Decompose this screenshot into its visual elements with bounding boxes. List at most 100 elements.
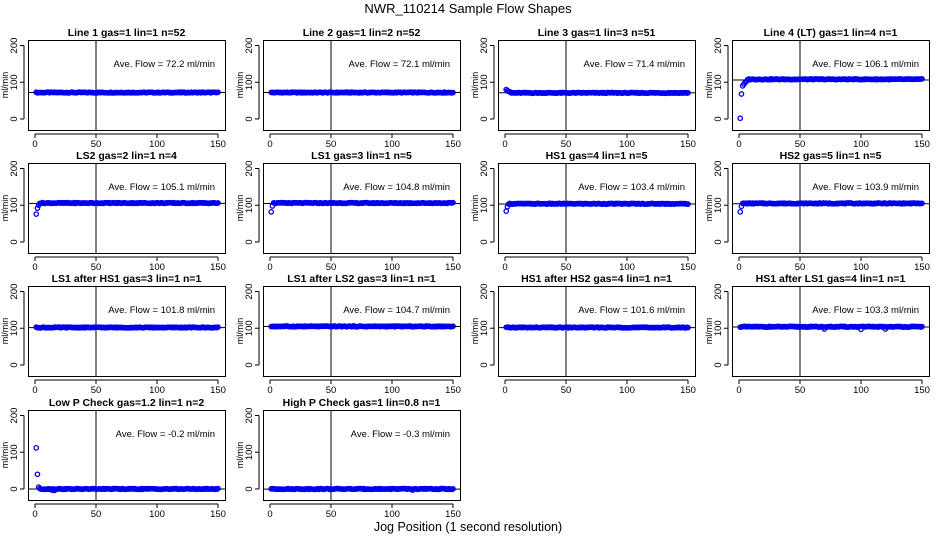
chart-9-y-tick-label: 200: [244, 284, 255, 300]
figure-title: NWR_110214 Sample Flow Shapes: [364, 1, 572, 16]
chart-13-x-tick-label: 0: [267, 509, 272, 520]
chart-3-x-tick-label: 100: [853, 139, 869, 150]
chart-8-plot-frame: [28, 286, 226, 377]
chart-0-plot-frame: [28, 40, 226, 131]
chart-5-x-tick-label: 100: [384, 262, 400, 273]
chart-7-point: [737, 209, 744, 215]
chart-8-x-tick-label: 50: [91, 385, 102, 396]
chart-2-y-tick-label: 200: [479, 38, 490, 54]
chart-2-y-tick-label: 0: [479, 116, 490, 121]
chart-8-title: LS1 after HS1 gas=3 lin=1 n=1: [52, 273, 202, 285]
chart-2-title: Line 3 gas=1 lin=3 n=51: [538, 27, 656, 39]
chart-1-x-tick-label: 0: [267, 139, 272, 150]
chart-4-point: [34, 205, 41, 212]
chart-5-ylabel: ml/min: [235, 195, 245, 222]
chart-13-y-tick-label: 100: [244, 444, 255, 460]
chart-6-point: [685, 201, 691, 207]
chart-8-series-0: [33, 324, 221, 331]
chart-2-annotation: Ave. Flow = 71.4 ml/min: [584, 59, 685, 70]
chart-6-point: [503, 208, 510, 214]
chart-5: LS1 gas=3 lin=1 n=5 0 50 100 150 0 100 200 ml/mi…: [235, 150, 461, 273]
chart-2-series-0: [503, 86, 691, 97]
chart-2-y-tick-label: 100: [479, 74, 490, 90]
chart-12-series-0: [33, 444, 221, 494]
chart-6-x-tick-label: 50: [561, 262, 572, 273]
chart-12-x-tick-label: 0: [32, 509, 37, 520]
chart-11-y-tick-label: 200: [713, 284, 724, 300]
chart-0-x-tick-label: 0: [32, 139, 37, 150]
chart-5-y-tick-label: 0: [244, 239, 255, 244]
chart-9-series-0: [268, 323, 456, 330]
chart-13-x-tick-label: 150: [445, 509, 461, 520]
chart-13-title: High P Check gas=1 lin=0.8 n=1: [283, 397, 441, 409]
chart-6-plot-frame: [498, 163, 696, 254]
chart-9-title: LS1 after LS2 gas=3 lin=1 n=1: [287, 273, 436, 285]
chart-13-plot-frame: [263, 410, 461, 501]
chart-4-x-tick-label: 150: [210, 262, 226, 273]
chart-6-y-tick-label: 0: [479, 239, 490, 244]
chart-8-x-tick-label: 0: [32, 385, 37, 396]
chart-10-x-tick-label: 150: [680, 385, 696, 396]
chart-3-annotation: Ave. Flow = 106.1 ml/min: [812, 59, 919, 70]
chart-8-y-tick-label: 200: [9, 284, 20, 300]
chart-10-x-tick-label: 50: [561, 385, 572, 396]
chart-3-y-tick-label: 200: [713, 38, 724, 54]
chart-10-y-tick-label: 100: [479, 320, 490, 336]
chart-2-point: [685, 90, 691, 96]
chart-5-y-tick-label: 200: [244, 161, 255, 177]
chart-1-y-tick-label: 100: [244, 74, 255, 90]
chart-1-y-tick-label: 0: [244, 116, 255, 121]
chart-12-point: [33, 444, 40, 451]
chart-5-x-tick-label: 50: [326, 262, 337, 273]
chart-13-y-tick-label: 200: [244, 408, 255, 424]
chart-4-x-tick-label: 100: [149, 262, 165, 273]
chart-9-ylabel: ml/min: [235, 318, 245, 345]
chart-12: Low P Check gas=1.2 lin=1 n=2 0 50 100 150 0 1…: [0, 397, 226, 520]
chart-5-annotation: Ave. Flow = 104.8 ml/min: [343, 182, 450, 193]
chart-3-x-tick-label: 50: [795, 139, 806, 150]
chart-4-y-tick-label: 200: [9, 161, 20, 177]
chart-7-title: HS2 gas=5 lin=1 n=5: [780, 150, 882, 162]
chart-9-point: [450, 323, 456, 330]
chart-10-title: HS1 after HS2 gas=4 lin=1 n=1: [521, 273, 672, 285]
chart-10: HS1 after HS2 gas=4 lin=1 n=1 0 50 100 150 0 1…: [470, 273, 696, 396]
chart-6-y-tick-label: 100: [479, 197, 490, 213]
chart-9-x-tick-label: 50: [326, 385, 337, 396]
chart-13-x-tick-label: 100: [384, 509, 400, 520]
chart-2-x-tick-label: 100: [619, 139, 635, 150]
chart-7-x-tick-label: 100: [853, 262, 869, 273]
chart-7-x-tick-label: 50: [795, 262, 806, 273]
chart-2-x-tick-label: 50: [561, 139, 572, 150]
chart-3-series-0: [737, 76, 925, 122]
chart-0-y-tick-label: 100: [9, 74, 20, 90]
chart-3-y-tick-label: 100: [713, 74, 724, 90]
chart-13: High P Check gas=1 lin=0.8 n=1 0 50 100 150 0…: [235, 397, 461, 520]
chart-5-series-0: [268, 199, 456, 215]
chart-0-title: Line 1 gas=1 lin=1 n=52: [68, 27, 186, 39]
chart-12-y-tick-label: 200: [9, 408, 20, 424]
chart-2-x-tick-label: 150: [680, 139, 696, 150]
chart-1-series-0: [268, 89, 456, 96]
chart-7: HS2 gas=5 lin=1 n=5 0 50 100 150 0 100 200 ml/mi…: [704, 150, 930, 273]
chart-0-x-tick-label: 100: [149, 139, 165, 150]
chart-7-y-tick-label: 100: [713, 197, 724, 213]
chart-11-x-tick-label: 50: [795, 385, 806, 396]
chart-7-point: [919, 200, 925, 207]
chart-9-x-tick-label: 100: [384, 385, 400, 396]
chart-4-x-tick-label: 0: [32, 262, 37, 273]
chart-9-x-tick-label: 150: [445, 385, 461, 396]
chart-5-title: LS1 gas=3 lin=1 n=5: [311, 150, 412, 162]
chart-6-ylabel: ml/min: [470, 195, 480, 222]
chart-10-x-tick-label: 0: [502, 385, 507, 396]
chart-10-point: [685, 324, 691, 331]
chart-13-annotation: Ave. Flow = -0.3 ml/min: [351, 429, 450, 440]
chart-12-y-tick-label: 100: [9, 444, 20, 460]
chart-13-ylabel: ml/min: [235, 442, 245, 469]
chart-11-title: HS1 after LS1 gas=4 lin=1 n=1: [756, 273, 906, 285]
chart-5-point: [268, 209, 275, 215]
chart-7-x-tick-label: 0: [736, 262, 741, 273]
chart-5-x-tick-label: 0: [267, 262, 272, 273]
chart-4-annotation: Ave. Flow = 105.1 ml/min: [108, 182, 215, 193]
chart-6-x-tick-label: 100: [619, 262, 635, 273]
chart-10-ylabel: ml/min: [470, 318, 480, 345]
